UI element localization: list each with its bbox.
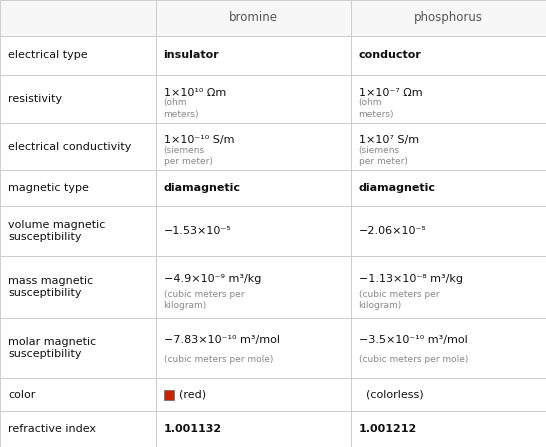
Text: electrical type: electrical type: [8, 51, 87, 60]
Bar: [351, 256, 546, 318]
Bar: [0, 378, 156, 411]
Text: −3.5×10⁻¹⁰ m³/mol: −3.5×10⁻¹⁰ m³/mol: [359, 335, 467, 346]
Text: diamagnetic: diamagnetic: [164, 183, 241, 194]
Bar: [156, 170, 351, 206]
Bar: [351, 318, 546, 378]
Text: −1.13×10⁻⁸ m³/kg: −1.13×10⁻⁸ m³/kg: [359, 274, 462, 284]
Text: −4.9×10⁻⁹ m³/kg: −4.9×10⁻⁹ m³/kg: [164, 274, 261, 284]
Bar: [351, 170, 546, 206]
Bar: [351, 411, 546, 447]
Text: conductor: conductor: [359, 51, 422, 60]
Bar: [0, 256, 156, 318]
Bar: [156, 75, 351, 123]
Text: volume magnetic
susceptibility: volume magnetic susceptibility: [8, 220, 105, 242]
Text: (colorless): (colorless): [359, 389, 423, 400]
Text: molar magnetic
susceptibility: molar magnetic susceptibility: [8, 337, 96, 359]
Text: 1×10⁷ S/m: 1×10⁷ S/m: [359, 135, 419, 145]
Bar: [0, 36, 156, 75]
Text: 1.001212: 1.001212: [359, 424, 417, 434]
Bar: [156, 206, 351, 256]
Text: resistivity: resistivity: [8, 94, 62, 104]
Text: (ohm
meters): (ohm meters): [359, 98, 394, 118]
Text: 1×10¹⁰ Ωm: 1×10¹⁰ Ωm: [164, 88, 226, 98]
Text: (siemens
per meter): (siemens per meter): [359, 146, 407, 166]
Text: (cubic meters per
kilogram): (cubic meters per kilogram): [164, 290, 244, 310]
Bar: [0, 411, 156, 447]
Bar: [0, 206, 156, 256]
Text: 1.001132: 1.001132: [164, 424, 222, 434]
Text: (cubic meters per
kilogram): (cubic meters per kilogram): [359, 290, 439, 310]
Bar: [0, 318, 156, 378]
Bar: [164, 389, 174, 400]
Bar: [351, 0, 546, 36]
Bar: [156, 378, 351, 411]
Bar: [156, 318, 351, 378]
Text: (siemens
per meter): (siemens per meter): [164, 146, 212, 166]
Bar: [0, 0, 156, 36]
Text: −2.06×10⁻⁵: −2.06×10⁻⁵: [359, 226, 426, 236]
Text: diamagnetic: diamagnetic: [359, 183, 436, 194]
Bar: [156, 411, 351, 447]
Bar: [0, 75, 156, 123]
Bar: [351, 206, 546, 256]
Bar: [351, 36, 546, 75]
Text: (cubic meters per mole): (cubic meters per mole): [359, 355, 468, 364]
Bar: [351, 75, 546, 123]
Text: electrical conductivity: electrical conductivity: [8, 142, 132, 152]
Text: (cubic meters per mole): (cubic meters per mole): [164, 355, 273, 364]
Text: refractive index: refractive index: [8, 424, 96, 434]
Bar: [156, 0, 351, 36]
Bar: [351, 378, 546, 411]
Text: mass magnetic
susceptibility: mass magnetic susceptibility: [8, 276, 93, 299]
Text: −1.53×10⁻⁵: −1.53×10⁻⁵: [164, 226, 232, 236]
Bar: [156, 36, 351, 75]
Text: (ohm
meters): (ohm meters): [164, 98, 199, 118]
Text: magnetic type: magnetic type: [8, 183, 89, 194]
Text: −7.83×10⁻¹⁰ m³/mol: −7.83×10⁻¹⁰ m³/mol: [164, 335, 280, 346]
Bar: [156, 123, 351, 170]
Bar: [0, 123, 156, 170]
Text: 1×10⁻⁷ Ωm: 1×10⁻⁷ Ωm: [359, 88, 422, 98]
Text: insulator: insulator: [164, 51, 219, 60]
Text: phosphorus: phosphorus: [414, 11, 483, 25]
Text: (red): (red): [179, 389, 206, 400]
Bar: [156, 256, 351, 318]
Bar: [0, 170, 156, 206]
Bar: [351, 123, 546, 170]
Text: color: color: [8, 389, 35, 400]
Text: bromine: bromine: [229, 11, 277, 25]
Text: 1×10⁻¹⁰ S/m: 1×10⁻¹⁰ S/m: [164, 135, 234, 145]
